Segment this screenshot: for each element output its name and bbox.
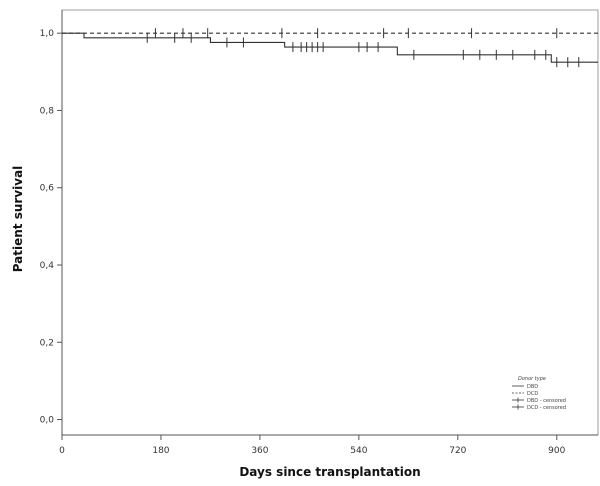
x-tick-label: 360 <box>251 446 268 456</box>
y-tick-label: 0,6 <box>40 184 55 194</box>
legend-entry: DCD - censored <box>527 405 566 411</box>
plot-frame <box>61 9 599 436</box>
x-tick-label: 900 <box>548 446 565 456</box>
legend-entry: DBD <box>527 384 538 390</box>
legend-title: Donor type <box>518 376 546 382</box>
x-tick-label: 540 <box>350 446 367 456</box>
x-tick-label: 180 <box>152 446 169 456</box>
x-axis-title: Days since transplantation <box>239 465 420 479</box>
y-tick-label: 0,8 <box>40 106 55 116</box>
series-line-dbd <box>62 32 598 63</box>
y-tick-label: 1,0 <box>40 29 55 39</box>
y-axis-title: Patient survival <box>11 166 25 273</box>
x-tick-label: 720 <box>449 446 466 456</box>
legend-entry: DBD - censored <box>527 398 566 404</box>
y-tick-label: 0,4 <box>40 261 55 271</box>
y-tick-label: 0,0 <box>40 416 55 426</box>
y-tick-label: 0,2 <box>40 338 54 348</box>
x-tick-label: 0 <box>59 446 65 456</box>
series-group <box>62 28 598 68</box>
axes: 0 180 360 540 720 900 0,0 0,2 0,4 0,6 0,8 1,0 <box>40 9 599 456</box>
legend-entry: DCD <box>527 391 538 397</box>
